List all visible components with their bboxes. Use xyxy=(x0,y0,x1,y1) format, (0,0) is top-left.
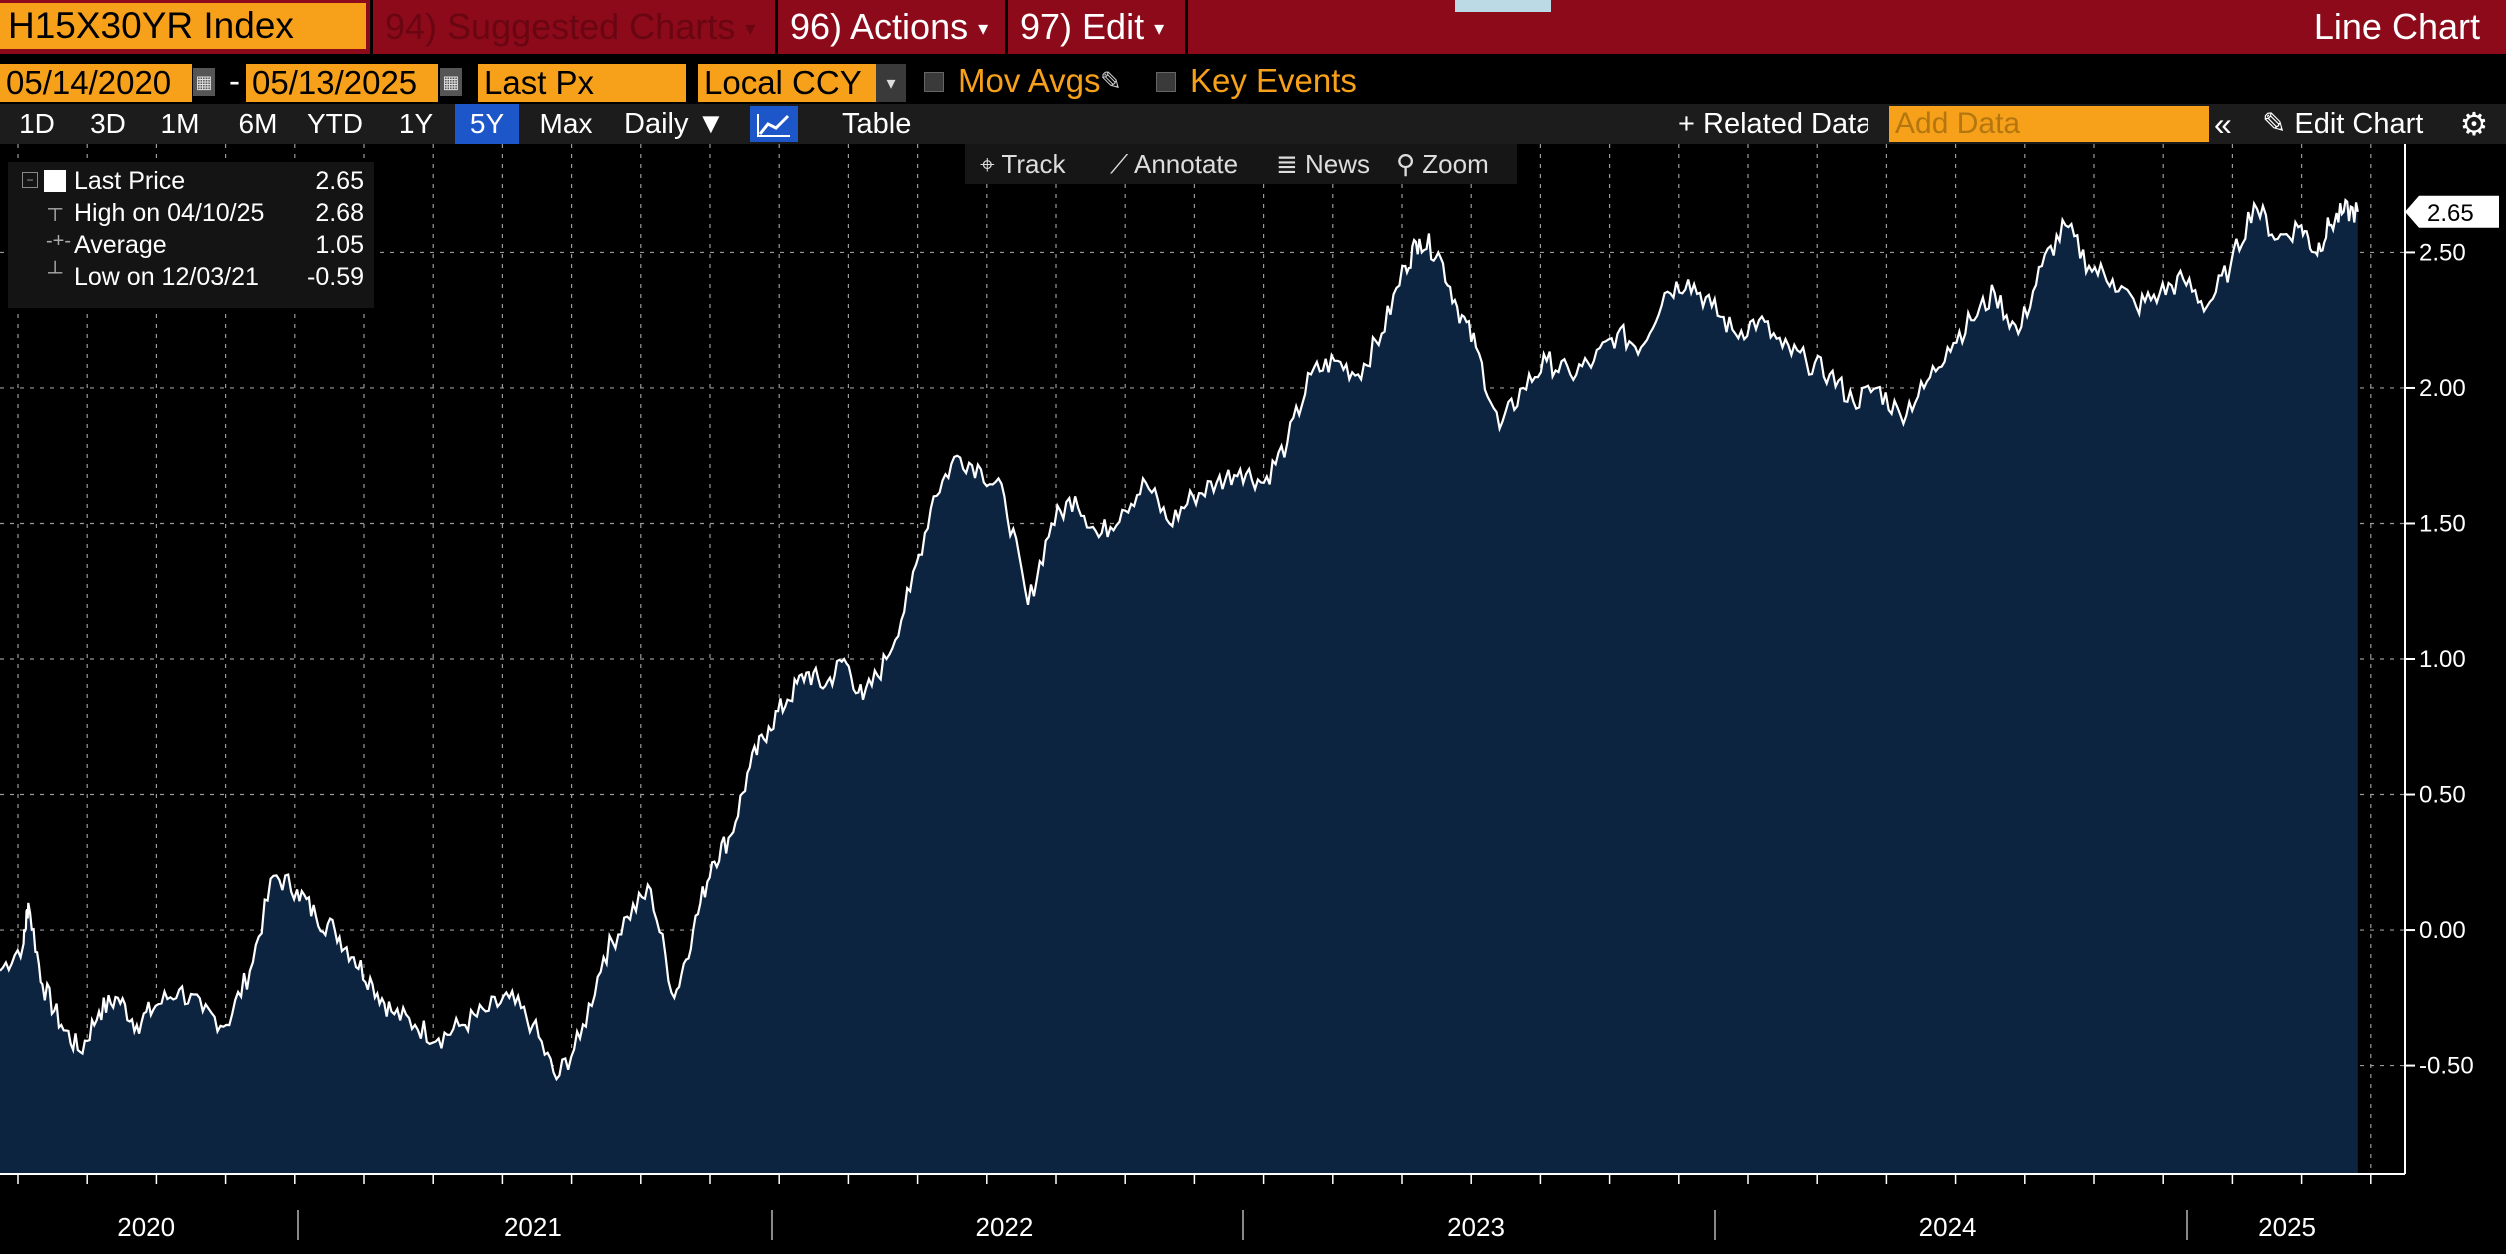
edit-chart-button[interactable]: ✎ Edit Chart xyxy=(2262,104,2423,144)
edit-label: 97) Edit xyxy=(1020,6,1145,47)
range-button-3d[interactable]: 3D xyxy=(90,108,126,139)
calendar-icon[interactable]: ▦ xyxy=(440,68,462,96)
y-tick-label: -0.50 xyxy=(2419,1053,2474,1080)
series-area xyxy=(0,200,2358,1175)
x-tick-label: 2025 xyxy=(2258,1212,2316,1242)
legend-value-average: 1.05 xyxy=(315,231,364,259)
crosshair-icon: ⌖ xyxy=(980,149,1002,179)
last-value-label: 2.65 xyxy=(2427,200,2474,227)
ticker-field[interactable]: H15X30YR Index xyxy=(0,3,366,49)
average-marker-icon: -+- xyxy=(46,230,71,252)
actions-label: 96) Actions xyxy=(790,6,969,47)
y-tick-label: 2.50 xyxy=(2419,239,2466,266)
series-color-swatch xyxy=(44,170,66,192)
divider xyxy=(1185,0,1189,54)
mov-avgs-label[interactable]: Mov Avgs xyxy=(958,62,1101,99)
window-tab[interactable] xyxy=(1455,0,1551,12)
annotate-tool[interactable]: ⟋ Annotate xyxy=(1110,144,1238,184)
add-data-input[interactable]: Add Data xyxy=(1889,106,2209,142)
currency-select[interactable]: Local CCY xyxy=(698,64,876,102)
magnifier-icon: ⚲ xyxy=(1396,149,1423,179)
plus-icon: + xyxy=(1678,108,1703,140)
x-tick-label: 2024 xyxy=(1919,1212,1977,1242)
pencil-icon[interactable]: ✎ xyxy=(1100,66,1122,96)
end-date-input[interactable]: 05/13/2025 xyxy=(246,64,438,102)
related-data-button[interactable]: + Related Data xyxy=(1678,104,1868,144)
legend-value-high: 2.68 xyxy=(315,199,364,227)
x-tick-label: 2020 xyxy=(117,1212,175,1242)
date-separator: - xyxy=(229,62,240,99)
legend-label-low: Low on 12/03/21 xyxy=(74,263,259,291)
legend-label-high: High on 04/10/25 xyxy=(74,199,265,227)
collapse-icon[interactable]: − xyxy=(22,172,38,188)
pencil-icon: ✎ xyxy=(2262,108,2295,140)
y-tick-label: 1.50 xyxy=(2419,510,2466,537)
legend-label-average: Average xyxy=(74,231,167,259)
start-date-input[interactable]: 05/14/2020 xyxy=(0,64,192,102)
gear-icon[interactable]: ⚙ xyxy=(2459,106,2489,142)
key-events-checkbox[interactable] xyxy=(1156,72,1176,92)
range-button-1m[interactable]: 1M xyxy=(160,108,200,139)
triangle-down-icon: ▼ xyxy=(688,108,726,140)
edit-chart-label: Edit Chart xyxy=(2294,108,2424,140)
x-tick-label: 2022 xyxy=(976,1212,1034,1242)
range-button-ytd[interactable]: YTD xyxy=(307,108,363,139)
chart-area[interactable]: -0.50 0.00 0.50 1.00 1.50 2.00 2.50 2.65 2020 202… xyxy=(0,144,2506,1254)
news-icon: ≣ xyxy=(1276,149,1306,179)
track-tool[interactable]: ⌖ Track xyxy=(980,144,1065,184)
low-marker-icon: ┴ xyxy=(48,262,63,284)
news-label: News xyxy=(1305,149,1371,179)
range-button-1y[interactable]: 1Y xyxy=(398,108,434,139)
edit-menu[interactable]: 97) Edit ▾ xyxy=(1005,0,1185,54)
series-line xyxy=(0,197,2359,1082)
range-button-1d[interactable]: 1D xyxy=(19,108,55,139)
y-tick-label: 2.00 xyxy=(2419,375,2466,402)
frequency-select[interactable]: Daily ▼ xyxy=(610,104,740,144)
suggested-charts-label: 94) Suggested Charts xyxy=(385,6,736,47)
chevron-down-icon[interactable]: ▾ xyxy=(876,64,906,102)
track-label: Track xyxy=(1001,149,1066,179)
range-button-max[interactable]: Max xyxy=(539,108,593,139)
frequency-label: Daily xyxy=(624,108,689,140)
collapse-double-chevron-icon[interactable]: « xyxy=(2214,106,2232,142)
range-button-5y[interactable]: 5Y xyxy=(455,104,519,144)
line-chart-glyph xyxy=(757,114,790,137)
line-chart-icon[interactable] xyxy=(750,106,798,142)
annotate-label: Annotate xyxy=(1134,149,1239,179)
last-value-marker xyxy=(2405,195,2499,228)
table-button[interactable]: Table xyxy=(842,108,912,140)
zoom-label: Zoom xyxy=(1422,149,1489,179)
chart-type-title: Line Chart xyxy=(2313,6,2480,47)
calendar-icon[interactable]: ▦ xyxy=(193,68,215,96)
related-data-label: Related Data xyxy=(1703,108,1868,140)
chevron-down-icon: ▾ xyxy=(745,18,756,41)
legend-value-low: -0.59 xyxy=(307,263,364,291)
legend-value-last-price: 2.65 xyxy=(315,167,364,195)
top-toolbar xyxy=(0,0,2506,54)
key-events-label[interactable]: Key Events xyxy=(1190,62,1357,99)
suggested-charts-menu[interactable]: 94) Suggested Charts ▾ xyxy=(370,0,775,54)
legend-label-last-price: Last Price xyxy=(74,167,186,195)
annotation-toolbar xyxy=(965,144,1517,184)
chevron-down-icon: ▾ xyxy=(1154,18,1165,41)
chevron-down-icon: ▾ xyxy=(978,18,989,41)
x-tick-label: 2021 xyxy=(504,1212,562,1242)
y-tick-label: 0.00 xyxy=(2419,917,2466,944)
actions-menu[interactable]: 96) Actions ▾ xyxy=(775,0,1005,54)
legend-panel: − Last Price 2.65 ┬ High on 04/10/25 2.6… xyxy=(8,162,374,308)
zoom-tool[interactable]: ⚲ Zoom xyxy=(1396,144,1489,184)
x-tick-label: 2023 xyxy=(1447,1212,1505,1242)
high-marker-icon: ┬ xyxy=(48,198,63,220)
mov-avgs-checkbox[interactable] xyxy=(924,72,944,92)
y-tick-label: 0.50 xyxy=(2419,782,2466,809)
y-tick-label: 1.00 xyxy=(2419,646,2466,673)
draw-icon: ⟋ xyxy=(1110,149,1134,179)
field-input[interactable]: Last Px xyxy=(478,64,686,102)
news-tool[interactable]: ≣ News xyxy=(1276,144,1370,184)
range-button-6m[interactable]: 6M xyxy=(238,108,278,139)
